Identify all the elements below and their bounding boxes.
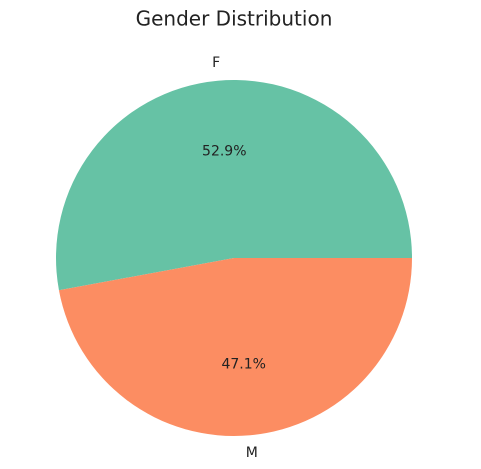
category-label: M bbox=[246, 445, 258, 461]
value-label: 47.1% bbox=[221, 356, 265, 372]
chart-title: Gender Distribution bbox=[136, 7, 333, 31]
category-label: F bbox=[212, 55, 220, 71]
pie-slice bbox=[55, 79, 412, 291]
pie-slice bbox=[58, 258, 413, 436]
value-label: 52.9% bbox=[202, 144, 246, 160]
